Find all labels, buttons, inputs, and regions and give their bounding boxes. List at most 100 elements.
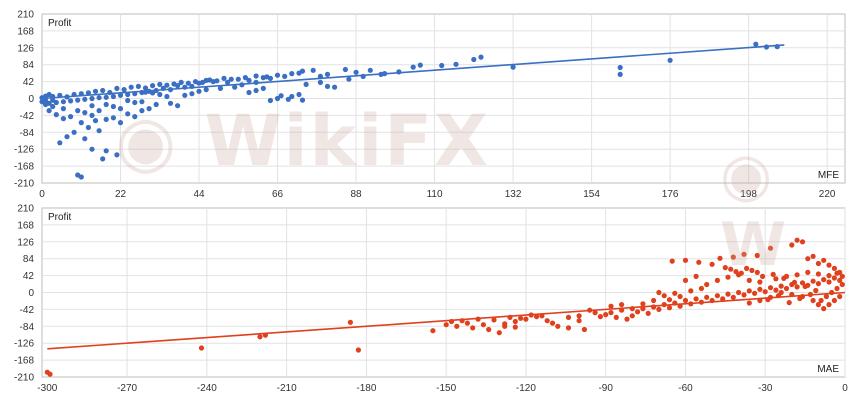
scatter-point	[189, 91, 195, 97]
scatter-point	[471, 56, 477, 63]
scatter-point	[773, 276, 779, 282]
scatter-point	[818, 297, 824, 304]
scatter-point	[110, 93, 116, 100]
scatter-point	[815, 260, 822, 267]
scatter-point	[443, 322, 449, 328]
x-tick-label: -300	[37, 383, 57, 394]
scatter-point	[85, 90, 91, 96]
scatter-point	[714, 277, 721, 283]
y-tick-label: 0	[28, 94, 34, 105]
scatter-point	[264, 74, 270, 80]
scatter-point	[103, 101, 109, 108]
scatter-point	[783, 285, 790, 292]
y-axis-title: Profit	[48, 18, 72, 29]
y-tick-label: -126	[14, 339, 34, 350]
y-tick-label: 210	[17, 10, 34, 21]
scatter-point	[246, 77, 252, 83]
scatter-point	[826, 273, 832, 279]
scatter-point	[198, 345, 205, 351]
scatter-point	[135, 83, 141, 89]
scatter-point	[103, 94, 109, 100]
scatter-point	[518, 315, 524, 321]
scatter-point	[68, 98, 74, 104]
scatter-point	[89, 146, 95, 152]
x-tick-label: 110	[427, 189, 443, 200]
x-tick-label: 0	[842, 383, 848, 394]
scatter-point	[68, 114, 74, 120]
scatter-point	[597, 314, 604, 320]
scatter-point	[110, 103, 116, 110]
scatter-point	[128, 84, 134, 90]
scatter-point	[565, 314, 572, 320]
scatter-point	[661, 293, 667, 299]
scatter-point	[805, 256, 811, 262]
scatter-point	[635, 309, 641, 315]
scatter-point	[805, 269, 811, 275]
scatter-point	[565, 325, 572, 331]
x-axis-title: MFE	[818, 170, 839, 181]
scatter-point	[232, 84, 238, 90]
scatter-point	[826, 262, 832, 268]
scatter-point	[837, 277, 843, 283]
x-tick-label: 66	[272, 189, 284, 200]
scatter-point	[666, 297, 673, 303]
scatter-point	[60, 99, 66, 105]
y-tick-label: -42	[20, 111, 35, 122]
scatter-point	[753, 41, 759, 47]
scatter-point	[317, 79, 323, 85]
scatter-point	[645, 310, 651, 316]
scatter-point	[242, 75, 248, 81]
scatter-point	[619, 302, 625, 308]
scatter-point	[486, 326, 492, 333]
scatter-point	[85, 124, 91, 131]
x-tick-label: 198	[740, 189, 757, 200]
scatter-point	[669, 258, 675, 264]
scatter-point	[142, 85, 149, 91]
y-tick-label: 210	[17, 204, 34, 215]
scatter-point	[253, 87, 259, 94]
scatter-point	[75, 97, 81, 103]
scatter-point	[754, 252, 760, 259]
scatter-point	[549, 320, 556, 326]
scatter-point	[103, 148, 109, 154]
scatter-point	[410, 64, 416, 70]
scatter-point	[762, 289, 768, 295]
scatter-point	[78, 174, 84, 180]
scatter-point	[592, 310, 598, 316]
x-tick-label: -270	[117, 383, 137, 394]
scatter-point	[103, 116, 109, 122]
scatter-point	[839, 281, 845, 288]
scatter-point	[121, 87, 127, 93]
x-tick-label: 176	[662, 189, 679, 200]
scatter-point	[698, 285, 705, 292]
y-tick-label: -42	[20, 305, 35, 316]
scatter-point	[282, 73, 288, 79]
scatter-point	[624, 316, 630, 322]
scatter-point	[826, 302, 832, 308]
scatter-point	[64, 134, 70, 140]
scatter-point	[235, 76, 241, 82]
scatter-point	[464, 320, 470, 326]
scatter-point	[821, 306, 827, 312]
y-tick-label: 42	[23, 271, 35, 282]
scatter-point	[617, 64, 623, 71]
scatter-point	[778, 289, 784, 296]
x-tick-label: 44	[193, 189, 205, 200]
scatter-point	[114, 152, 120, 158]
scatter-point	[260, 85, 266, 91]
scatter-point	[303, 81, 309, 87]
scatter-point	[725, 291, 731, 297]
scatter-point	[332, 84, 338, 90]
scatter-point	[682, 257, 689, 263]
scatter-point	[132, 114, 138, 120]
y-axis-title: Profit	[48, 212, 72, 223]
scatter-point	[555, 323, 561, 329]
scatter-point	[46, 108, 52, 114]
scatter-point	[821, 257, 827, 263]
scatter-point	[704, 294, 710, 300]
scatter-point	[608, 310, 614, 316]
scatter-point	[826, 279, 832, 285]
scatter-point	[651, 297, 657, 304]
scatter-point	[125, 97, 131, 104]
scatter-point	[696, 259, 702, 265]
